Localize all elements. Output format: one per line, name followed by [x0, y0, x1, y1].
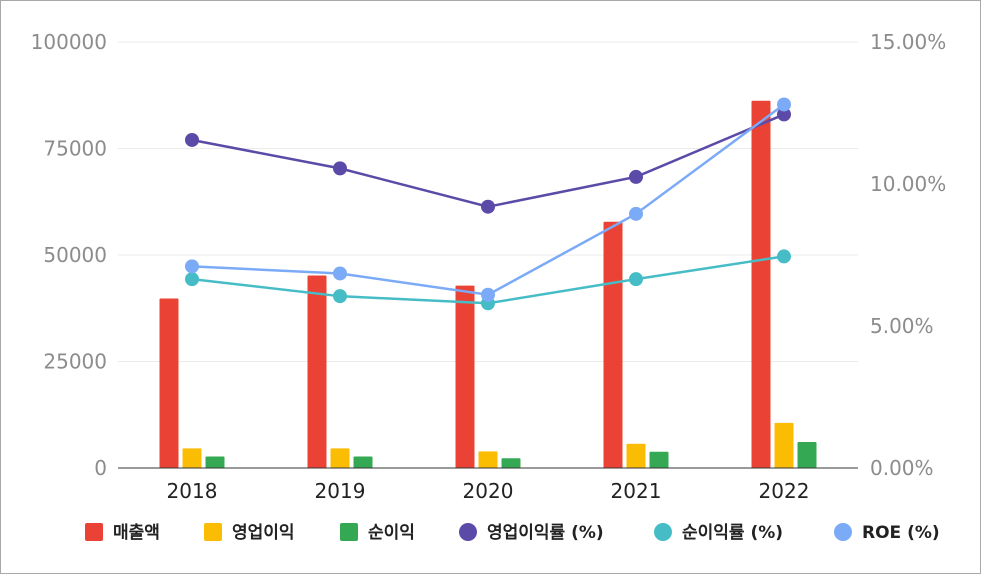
y-right-tick-label: 5.00%: [870, 314, 934, 338]
y-left-tick-label: 50000: [43, 243, 107, 267]
bar-net-profit: [649, 451, 669, 468]
legend-swatch: [204, 523, 222, 541]
point-roe: [777, 97, 791, 112]
point-roe: [629, 206, 643, 221]
point-operating-margin: [777, 107, 791, 122]
point-net-margin: [777, 249, 791, 264]
legend-item: 매출액: [85, 523, 160, 543]
y-right-tick-label: 0.00%: [870, 456, 934, 480]
y-left-tick-label: 25000: [43, 350, 107, 374]
y-right-tick-label: 15.00%: [870, 30, 946, 54]
legend-label: 순이익: [368, 523, 415, 543]
legend-label: 순이익률 (%): [682, 523, 783, 543]
bar-sales: [307, 275, 327, 468]
y-right-axis: 15.00% 10.00% 5.00% 0.00%: [870, 30, 946, 480]
x-tick-label: 2019: [315, 479, 366, 503]
legend-swatch: [340, 523, 358, 541]
y-left-tick-label: 0: [94, 456, 107, 480]
y-left-axis: 100000 75000 50000 25000 0: [31, 30, 107, 480]
y-left-tick-label: 75000: [43, 137, 107, 161]
legend-label: 매출액: [113, 523, 160, 543]
legend-item: 순이익: [340, 523, 415, 543]
point-net-margin: [333, 289, 347, 304]
legend-item: 영업이익: [204, 523, 295, 543]
line-roe: [191, 103, 785, 297]
bar-operating-profit: [626, 443, 646, 468]
point-operating-margin: [629, 169, 643, 184]
legend-item: 영업이익률 (%): [459, 523, 604, 543]
legend: 매출액 영업이익 순이익 영업이익률 (%) 순이익률 (%) ROE (%): [85, 523, 940, 543]
legend-item: ROE (%): [834, 523, 940, 543]
x-tick-label: 2020: [463, 479, 514, 503]
bar-sales: [455, 285, 475, 468]
bar-sales: [751, 100, 771, 469]
point-net-margin: [185, 272, 199, 287]
line-series: [185, 97, 791, 311]
point-operating-margin: [185, 132, 199, 147]
legend-label: 영업이익률 (%): [487, 523, 604, 543]
point-operating-margin: [333, 161, 347, 176]
legend-swatch: [85, 523, 103, 541]
legend-swatch: [654, 523, 672, 541]
point-roe: [185, 259, 199, 274]
bar-operating-profit: [774, 422, 794, 468]
bar-net-profit: [353, 456, 373, 468]
x-tick-label: 2022: [759, 479, 810, 503]
bar-net-profit: [797, 442, 817, 468]
line-operating-margin: [191, 113, 785, 209]
bar-operating-profit: [330, 448, 350, 468]
bar-net-profit: [501, 458, 521, 468]
bar-net-profit: [205, 456, 225, 468]
x-tick-label: 2021: [611, 479, 662, 503]
x-tick-label: 2018: [167, 479, 218, 503]
y-right-tick-label: 10.00%: [870, 172, 946, 196]
legend-label: 영업이익: [232, 523, 295, 543]
point-operating-margin: [481, 199, 495, 214]
bars: [159, 100, 817, 469]
bar-operating-profit: [478, 451, 498, 468]
legend-swatch: [834, 523, 852, 541]
legend-swatch: [459, 523, 477, 541]
bar-operating-profit: [182, 448, 202, 468]
point-net-margin: [629, 272, 643, 287]
x-axis: 2018 2019 2020 2021 2022: [167, 479, 810, 503]
legend-label: ROE (%): [862, 523, 940, 543]
y-left-tick-label: 100000: [31, 30, 107, 54]
point-roe: [333, 266, 347, 281]
legend-item: 순이익률 (%): [654, 523, 783, 543]
point-roe: [481, 287, 495, 302]
bar-sales: [603, 221, 623, 468]
bar-sales: [159, 298, 179, 468]
